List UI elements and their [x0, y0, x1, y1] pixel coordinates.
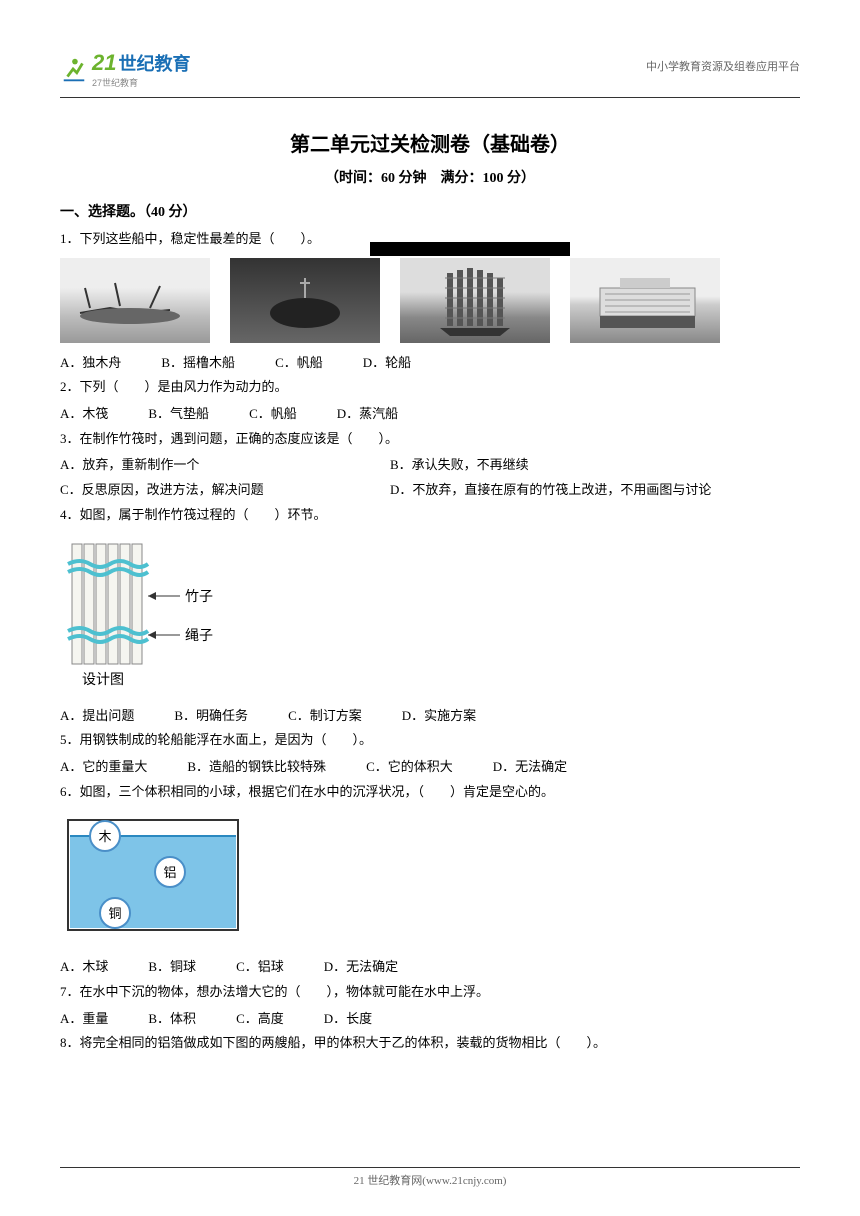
q7-opt-a: A．重量 [60, 1007, 108, 1032]
header-divider [60, 97, 800, 98]
q4-opt-b: B．明确任务 [174, 704, 248, 729]
q7-opt-c: C．高度 [236, 1007, 284, 1032]
footer-divider [60, 1167, 800, 1168]
q2-opt-b: B．气垫船 [148, 402, 209, 427]
boat-image-canoe [60, 258, 210, 343]
logo-runner-icon [60, 56, 88, 84]
q3-text: 3．在制作竹筏时，遇到问题，正确的态度应该是（ ）。 [60, 427, 800, 452]
rope-label: 绳子 [185, 628, 213, 644]
q5-text: 5．用钢铁制成的轮船能浮在水面上，是因为（ ）。 [60, 728, 800, 753]
q5-options: A．它的重量大 B．造船的钢铁比较特殊 C．它的体积大 D．无法确定 [60, 755, 800, 780]
q6-opt-a: A．木球 [60, 955, 108, 980]
boat-image-row [60, 258, 800, 343]
q4-opt-c: C．制订方案 [288, 704, 362, 729]
al-ball-label: 铝 [163, 865, 176, 880]
q6-text: 6．如图，三个体积相同的小球，根据它们在水中的沉浮状况，（ ）肯定是空心的。 [60, 780, 800, 805]
section-1-header: 一、选择题。（40 分） [60, 201, 800, 221]
q2-opt-d: D．蒸汽船 [337, 402, 398, 427]
q1-opt-d: D．轮船 [363, 351, 411, 376]
q1-opt-c: C．帆船 [275, 351, 323, 376]
exam-subtitle: （时间：60 分钟 满分：100 分） [60, 167, 800, 187]
boat-image-rowboat [230, 258, 380, 343]
q5-opt-a: A．它的重量大 [60, 755, 147, 780]
q7-options: A．重量 B．体积 C．高度 D．长度 [60, 1007, 800, 1032]
q5-opt-c: C．它的体积大 [366, 755, 453, 780]
q4-options: A．提出问题 B．明确任务 C．制订方案 D．实施方案 [60, 704, 800, 729]
q3-opt-a: A．放弃，重新制作一个 [60, 453, 390, 478]
q8-text: 8．将完全相同的铝箔做成如下图的两艘船，甲的体积大于乙的体积，装载的货物相比（ … [60, 1031, 800, 1056]
logo-number: 21 [92, 50, 116, 76]
logo-chinese: 世纪教育 [118, 50, 190, 76]
cu-ball-label: 铜 [108, 906, 121, 921]
logo: 21 世纪教育 27世纪教育 [60, 50, 190, 89]
q1-opt-a: A．独木舟 [60, 351, 121, 376]
q5-opt-d: D．无法确定 [493, 755, 567, 780]
q1-opt-b: B．摇橹木船 [161, 351, 235, 376]
redaction-bar [370, 242, 570, 256]
exam-title: 第二单元过关检测卷（基础卷） [60, 128, 800, 157]
q3-options: A．放弃，重新制作一个 B．承认失败，不再继续 C．反思原因，改进方法，解决问题… [60, 453, 800, 502]
q3-opt-b: B．承认失败，不再继续 [390, 453, 800, 478]
q7-opt-d: D．长度 [324, 1007, 372, 1032]
boat-image-sailboat [400, 258, 550, 343]
q6-opt-d: D．无法确定 [324, 955, 398, 980]
wood-ball-label: 木 [98, 829, 111, 844]
footer-text: 21 世纪教育网(www.21cnjy.com) [0, 1172, 860, 1188]
q4-opt-d: D．实施方案 [402, 704, 476, 729]
q4-text: 4．如图，属于制作竹筏过程的（ ）环节。 [60, 503, 800, 528]
q7-opt-b: B．体积 [148, 1007, 196, 1032]
q6-options: A．木球 B．铜球 C．铝球 D．无法确定 [60, 955, 800, 980]
logo-subtitle: 27世纪教育 [92, 76, 190, 89]
q5-opt-b: B．造船的钢铁比较特殊 [187, 755, 326, 780]
q2-text: 2．下列（ ）是由风力作为动力的。 [60, 375, 800, 400]
q2-options: A．木筏 B．气垫船 C．帆船 D．蒸汽船 [60, 402, 800, 427]
q3-opt-c: C．反思原因，改进方法，解决问题 [60, 478, 390, 503]
q4-opt-a: A．提出问题 [60, 704, 134, 729]
q6-diagram: 木 铝 铜 [60, 812, 800, 947]
q3-opt-d: D．不放弃，直接在原有的竹筏上改进，不用画图与讨论 [390, 478, 800, 503]
page-header: 21 世纪教育 27世纪教育 中小学教育资源及组卷应用平台 [60, 50, 800, 89]
q6-opt-c: C．铝球 [236, 955, 284, 980]
header-platform-text: 中小学教育资源及组卷应用平台 [646, 58, 800, 74]
q1-options: A．独木舟 B．摇橹木船 C．帆船 D．轮船 [60, 351, 800, 376]
boat-image-ship [570, 258, 720, 343]
q6-opt-b: B．铜球 [148, 955, 196, 980]
q2-opt-a: A．木筏 [60, 402, 108, 427]
bamboo-label: 竹子 [185, 589, 213, 605]
q7-text: 7．在水中下沉的物体，想办法增大它的（ ），物体就可能在水中上浮。 [60, 980, 800, 1005]
q4-diagram: 竹子 绳子 设计图 [60, 536, 800, 696]
diagram-caption: 设计图 [82, 672, 124, 688]
q2-opt-c: C．帆船 [249, 402, 297, 427]
